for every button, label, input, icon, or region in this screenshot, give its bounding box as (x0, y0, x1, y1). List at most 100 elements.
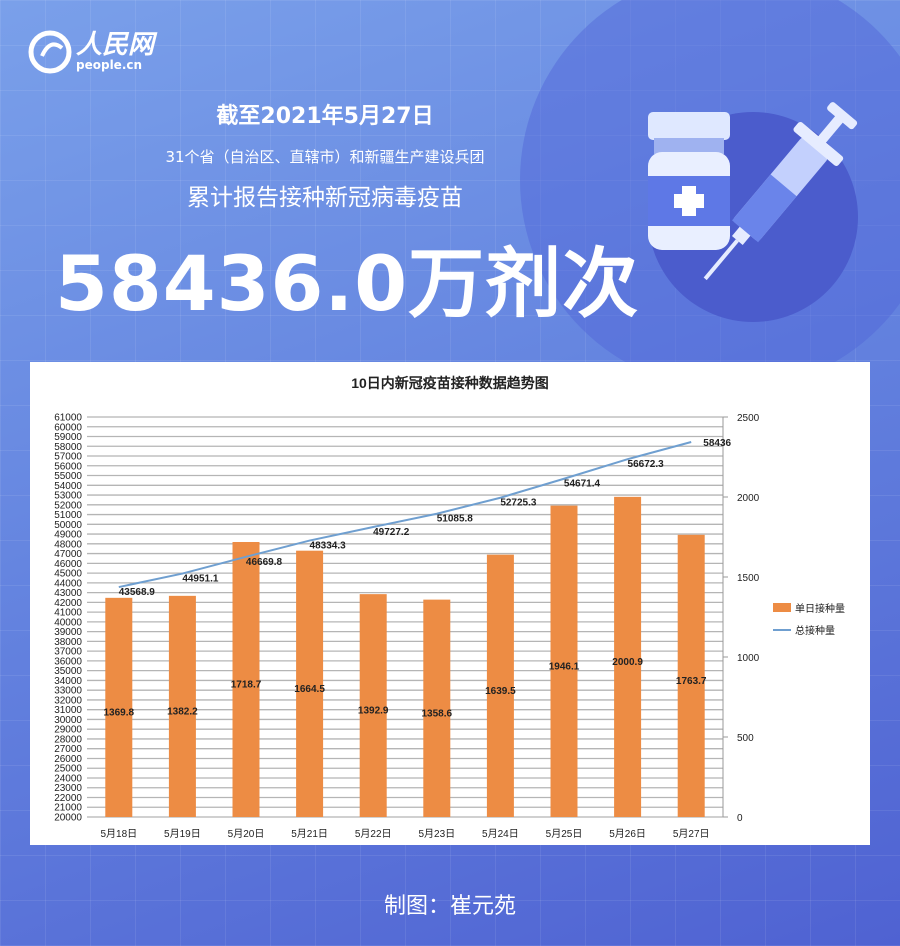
left-tick-label: 54000 (54, 481, 82, 492)
bar-label: 1639.5 (485, 686, 516, 697)
left-tick-label: 23000 (54, 783, 82, 794)
right-tick-label: 1500 (737, 573, 760, 584)
vaccine-vial-syringe-icon (648, 102, 858, 281)
logo-sub: people.cn (76, 58, 143, 72)
line-label: 52725.3 (500, 498, 537, 509)
bar-label: 1946.1 (549, 661, 580, 672)
bar (168, 595, 196, 817)
left-tick-label: 41000 (54, 608, 82, 619)
line-label: 56672.3 (628, 459, 665, 470)
left-tick-label: 22000 (54, 793, 82, 804)
left-tick-label: 46000 (54, 559, 82, 570)
chart-panel: 10日内新冠疫苗接种数据趋势图 20000 21000 22000 23000 2400… (30, 362, 870, 845)
x-tick-label: 5月23日 (418, 828, 455, 840)
left-tick-label: 61000 (54, 413, 82, 424)
left-tick-label: 36000 (54, 656, 82, 667)
x-tick-label: 5月21日 (291, 828, 328, 840)
left-tick-label: 29000 (54, 725, 82, 736)
left-tick-label: 27000 (54, 744, 82, 755)
legend-bar-swatch (773, 603, 791, 612)
left-tick-label: 45000 (54, 569, 82, 580)
bar-label: 1369.8 (104, 707, 135, 718)
credit: 制图：崔元苑 (383, 894, 516, 919)
total-line (118, 441, 692, 589)
bar (105, 597, 133, 817)
left-tick-label: 50000 (54, 520, 82, 531)
bar (550, 505, 578, 817)
bar (486, 554, 514, 817)
x-tick-label: 5月27日 (673, 828, 710, 840)
logo-text: 人民网 (76, 30, 155, 60)
subtitle-2: 累计报告接种新冠病毒疫苗 (187, 185, 463, 211)
left-tick-label: 33000 (54, 686, 82, 697)
left-tick-label: 26000 (54, 754, 82, 765)
left-tick-label: 53000 (54, 491, 82, 502)
left-tick-label: 43000 (54, 588, 82, 599)
line-label: 54671.4 (564, 479, 601, 490)
logo: 人民网 people.cn (28, 30, 154, 74)
bar-label: 1763.7 (676, 676, 707, 687)
chart-title: 10日内新冠疫苗接种数据趋势图 (351, 375, 549, 391)
x-tick-label: 5月26日 (609, 828, 646, 840)
left-tick-label: 24000 (54, 773, 82, 784)
left-tick-label: 28000 (54, 734, 82, 745)
line-label: 51085.8 (437, 514, 474, 525)
line-label: 48334.3 (310, 541, 347, 552)
x-tick-label: 5月22日 (355, 828, 392, 840)
line-label: 49727.2 (373, 527, 410, 538)
left-tick-label: 55000 (54, 471, 82, 482)
legend-line-label: 总接种量 (795, 624, 835, 637)
bar (677, 534, 705, 817)
right-tick-label: 500 (737, 733, 754, 744)
bar-label: 2000.9 (612, 657, 643, 668)
bar (614, 496, 642, 817)
bar-label: 1718.7 (231, 680, 262, 691)
x-tick-label: 5月19日 (164, 828, 201, 840)
x-tick-label: 5月24日 (482, 828, 519, 840)
left-tick-label: 30000 (54, 715, 82, 726)
bar-label: 1392.9 (358, 706, 389, 717)
left-tick-label: 57000 (54, 452, 82, 463)
left-tick-label: 48000 (54, 539, 82, 550)
bar-label: 1664.5 (294, 684, 325, 695)
bar (232, 542, 260, 817)
date-heading: 截至2021年5月27日 (216, 104, 434, 129)
total-doses: 58436.0万剂次 (55, 239, 640, 328)
bar (359, 594, 387, 817)
left-tick-label: 25000 (54, 764, 82, 775)
bar (296, 550, 324, 817)
logo-swirl-icon (28, 30, 72, 74)
left-tick-label: 44000 (54, 578, 82, 589)
right-tick-label: 2000 (737, 493, 760, 504)
left-tick-label: 59000 (54, 432, 82, 443)
line-label: 44951.1 (182, 574, 219, 585)
left-tick-label: 34000 (54, 676, 82, 687)
left-tick-label: 21000 (54, 803, 82, 814)
line-label: 58436 (703, 438, 731, 449)
x-tick-label: 5月20日 (228, 828, 265, 840)
right-tick-label: 2500 (737, 413, 760, 424)
left-tick-label: 35000 (54, 666, 82, 677)
line-label: 43568.9 (119, 587, 156, 598)
line-label: 46669.8 (246, 557, 283, 568)
left-tick-label: 40000 (54, 617, 82, 628)
right-tick-label: 1000 (737, 653, 760, 664)
right-tick-label: 0 (737, 813, 743, 824)
left-tick-label: 60000 (54, 422, 82, 433)
left-tick-label: 51000 (54, 510, 82, 521)
left-tick-label: 38000 (54, 637, 82, 648)
left-tick-label: 20000 (54, 813, 82, 824)
left-tick-label: 32000 (54, 695, 82, 706)
left-tick-label: 39000 (54, 627, 82, 638)
left-tick-label: 58000 (54, 442, 82, 453)
bar-label: 1358.6 (422, 708, 453, 719)
bar (423, 599, 451, 817)
x-tick-label: 5月18日 (100, 828, 137, 840)
left-tick-label: 37000 (54, 647, 82, 658)
left-tick-label: 42000 (54, 598, 82, 609)
legend-bar-label: 单日接种量 (795, 602, 845, 615)
subtitle: 31个省（自治区、直辖市）和新疆生产建设兵团 (165, 148, 485, 166)
bar-label: 1382.2 (167, 706, 198, 717)
left-tick-label: 31000 (54, 705, 82, 716)
combo-chart: 10日内新冠疫苗接种数据趋势图 200002100022000230002400… (54, 375, 845, 840)
